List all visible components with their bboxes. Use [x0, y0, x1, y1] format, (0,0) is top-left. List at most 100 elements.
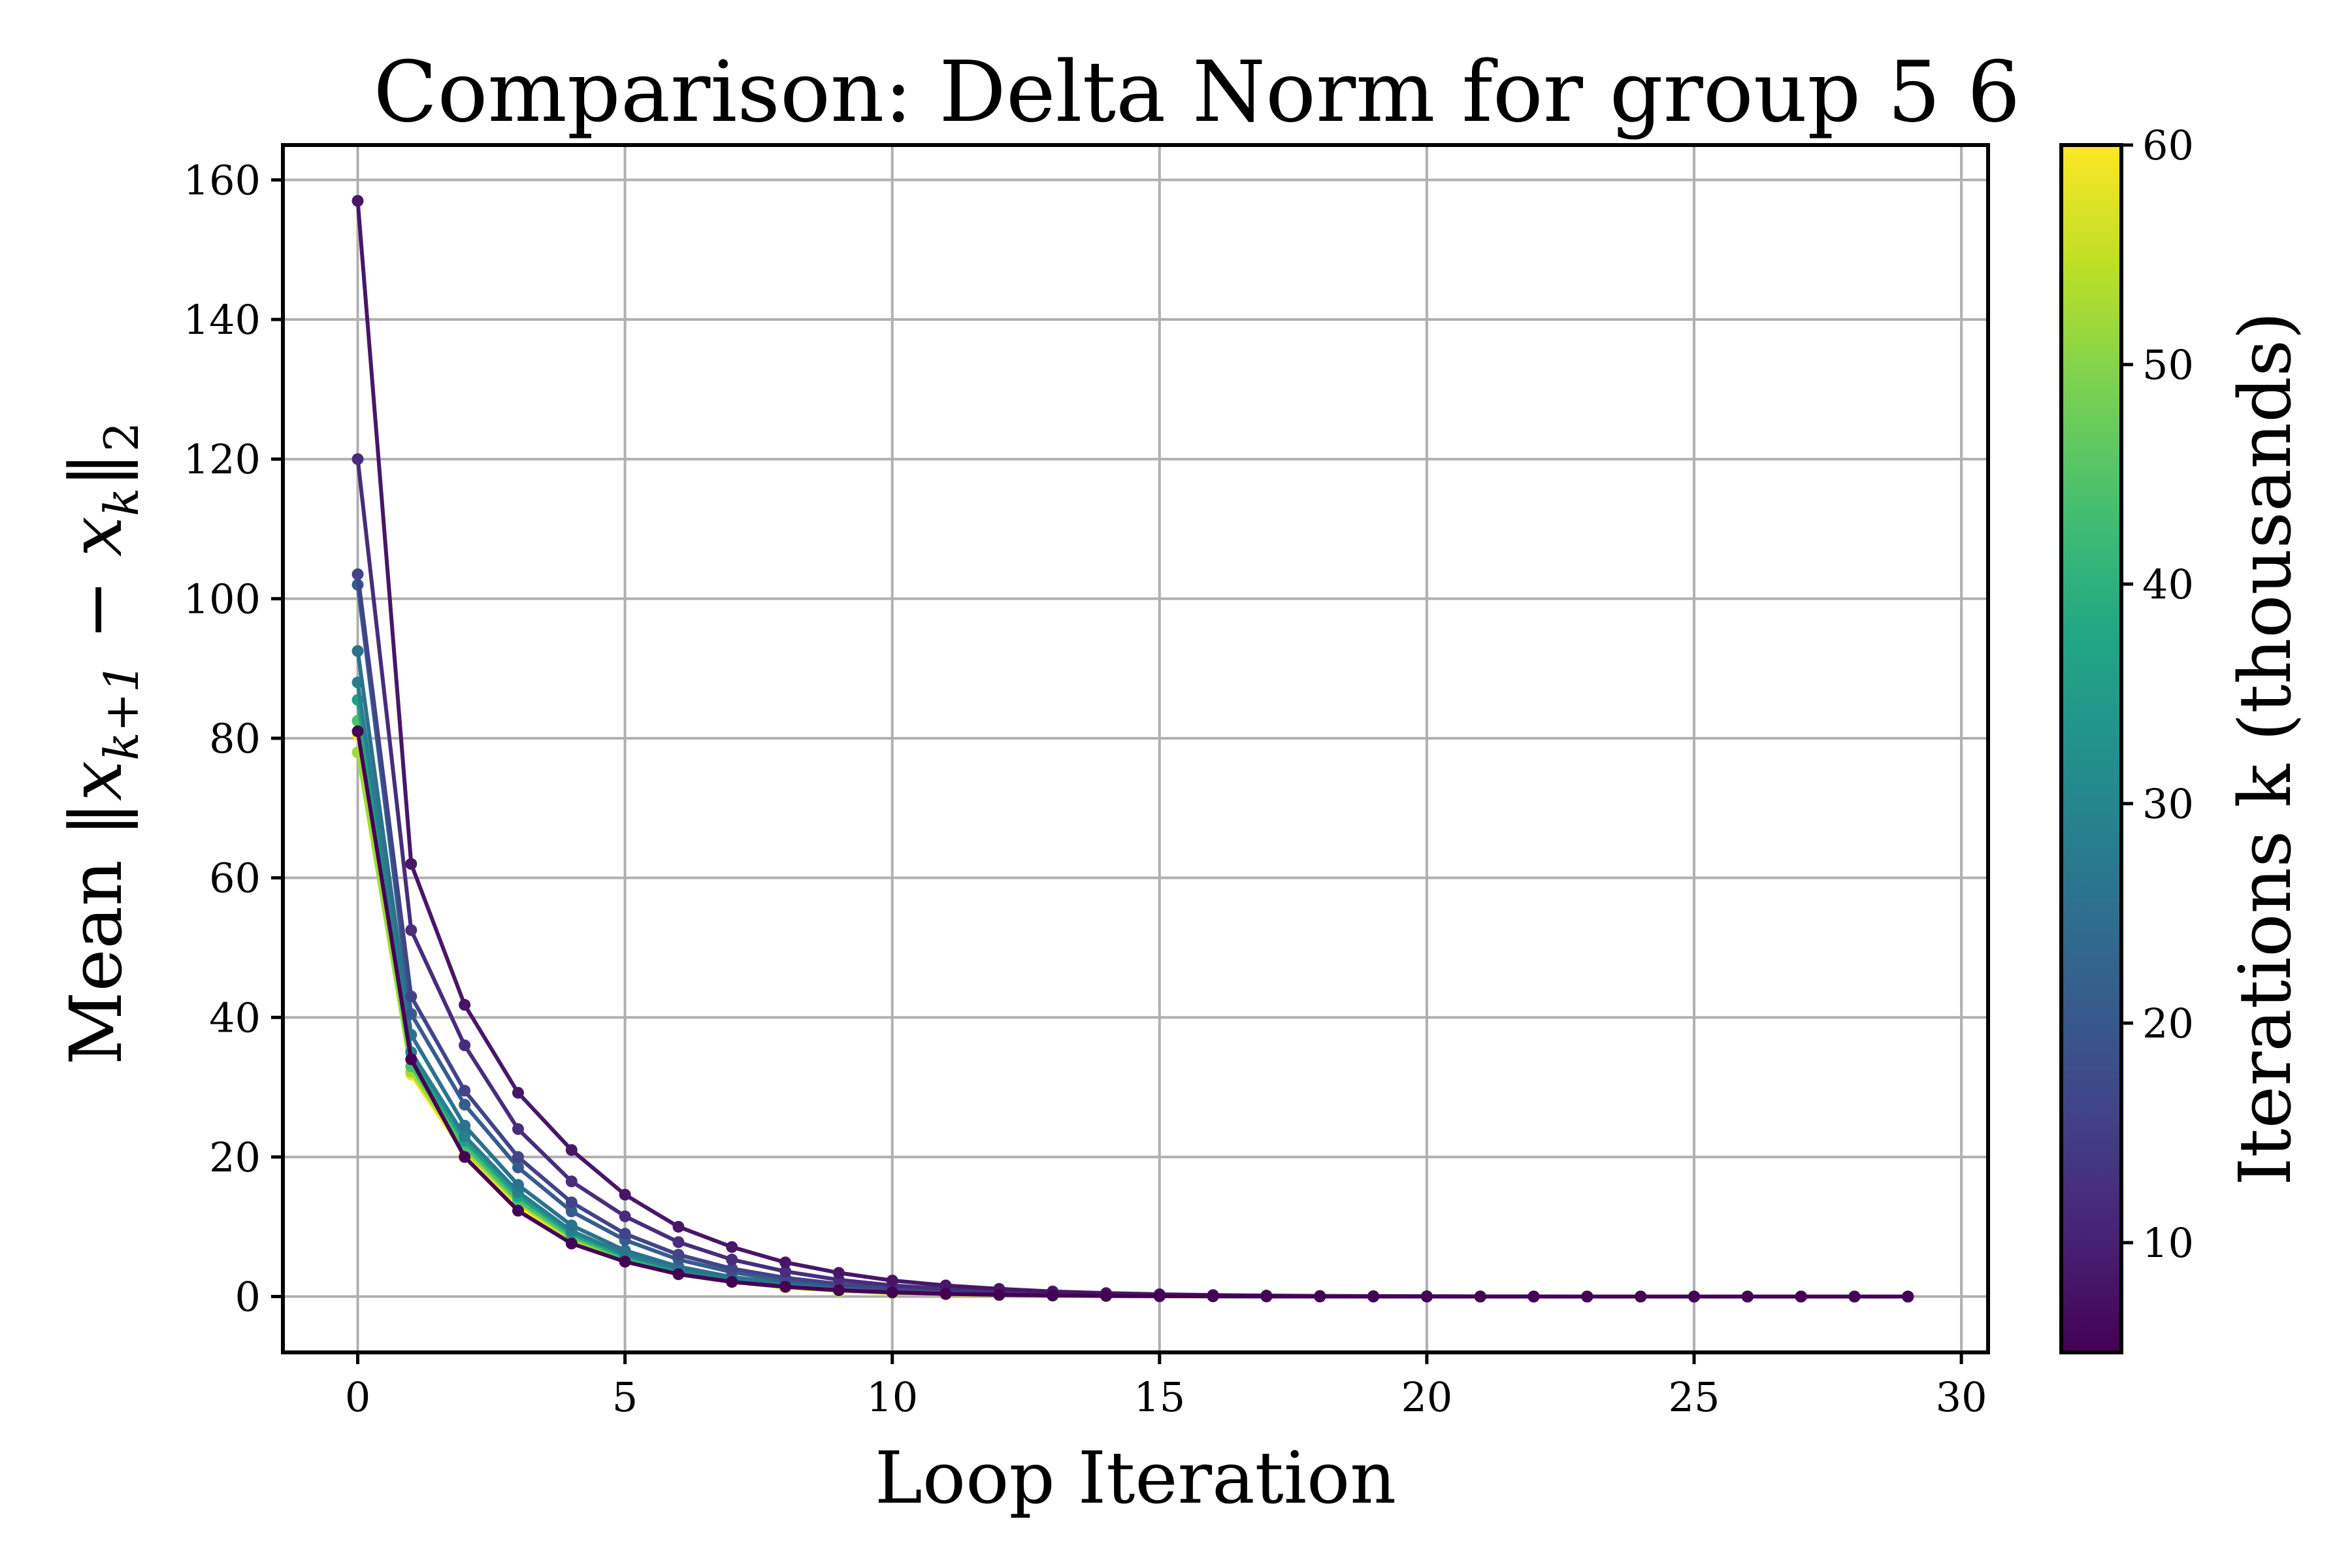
colorbar-tick-label: 50: [2142, 341, 2194, 389]
series-40: [351, 676, 1914, 1303]
data-point: [1207, 1290, 1219, 1303]
series-line: [355, 651, 1908, 1299]
plot-area-frame: [281, 143, 1990, 1354]
data-point: [1153, 1290, 1166, 1302]
data-point: [565, 1205, 578, 1218]
data-point: [886, 1286, 898, 1299]
x-tick-label: 20: [1401, 1373, 1452, 1421]
series-line: [355, 201, 1908, 1299]
data-point: [459, 1085, 471, 1097]
data-point: [619, 1245, 631, 1257]
data-point: [1635, 1290, 1647, 1303]
data-point: [779, 1266, 792, 1278]
data-point: [351, 453, 364, 465]
data-point: [512, 1161, 524, 1173]
y-axis-title-var1: x: [54, 760, 138, 801]
y-tick-label: 140: [184, 296, 261, 344]
x-tick-label: 15: [1134, 1373, 1185, 1421]
data-point: [726, 1241, 738, 1253]
series-line: [355, 720, 1908, 1299]
data-point: [351, 645, 364, 657]
data-point: [1848, 1290, 1861, 1303]
data-point: [1474, 1290, 1486, 1303]
data-point: [1420, 1290, 1433, 1303]
data-point: [565, 1196, 578, 1209]
series-7: [351, 195, 1914, 1303]
data-point: [672, 1249, 685, 1261]
data-point: [886, 1274, 898, 1286]
data-point: [459, 1151, 471, 1163]
colorbar-tick-label: 60: [2142, 122, 2194, 169]
data-point: [1260, 1290, 1273, 1303]
data-point: [672, 1220, 685, 1233]
y-axis-title: Mean ‖xk+1 − xk‖2: [54, 422, 149, 1066]
data-point: [459, 1130, 471, 1142]
y-axis-title-var2: x: [54, 516, 138, 557]
data-point: [1314, 1290, 1326, 1303]
data-point: [512, 1151, 524, 1163]
x-tick-label: 30: [1936, 1373, 1987, 1421]
data-point: [565, 1237, 578, 1250]
series-line: [355, 682, 1908, 1299]
y-tick-label: 40: [209, 994, 261, 1041]
series-line: [355, 699, 1908, 1299]
data-point: [832, 1267, 845, 1279]
series-line: [355, 730, 1908, 1299]
series-line: [355, 574, 1908, 1299]
chart-title: Comparison: Delta Norm for group 5 6: [374, 44, 2021, 141]
y-axis-title-minus: −: [54, 557, 138, 662]
data-point: [1795, 1290, 1807, 1303]
y-axis-title-close: ‖: [54, 452, 138, 488]
data-point: [565, 1175, 578, 1188]
data-point: [619, 1188, 631, 1201]
y-tick-label: 120: [184, 436, 261, 483]
colorbar-ticks: 10 20 30 40 50 60: [2121, 122, 2194, 1267]
grid-lines: [283, 145, 1988, 1352]
data-point: [1581, 1290, 1593, 1303]
series-50: [351, 715, 1914, 1303]
y-tick-label: 160: [184, 156, 261, 204]
data-point: [1688, 1290, 1700, 1303]
colorbar-tick-label: 10: [2142, 1219, 2194, 1267]
x-tick-label: 0: [345, 1373, 370, 1421]
y-tick-label: 100: [184, 575, 261, 623]
colorbar-tick-label: 30: [2142, 780, 2194, 828]
x-axis-title: Loop Iteration: [875, 1436, 1396, 1520]
y-tick-label: 60: [209, 855, 261, 902]
data-point: [459, 1098, 471, 1111]
x-axis-ticks: 0 5 10 15 20 25 30: [345, 1352, 1987, 1421]
series-5: [351, 725, 1914, 1303]
data-point: [405, 1053, 417, 1066]
data-point: [1100, 1290, 1112, 1302]
data-point: [405, 858, 417, 870]
y-axis-ticks: 0 20 40 60 80 100 120 140 160: [184, 156, 283, 1321]
series-60: [351, 728, 1914, 1303]
data-point: [1741, 1290, 1754, 1303]
data-point: [405, 924, 417, 936]
y-tick-label: 20: [209, 1134, 261, 1181]
colorbar-tick-label: 20: [2142, 1000, 2194, 1047]
data-point: [512, 1086, 524, 1099]
data-point: [619, 1256, 631, 1268]
x-tick-label: 10: [866, 1373, 918, 1421]
data-point: [672, 1268, 685, 1281]
data-point: [405, 990, 417, 1003]
data-point: [405, 1007, 417, 1020]
data-point: [565, 1144, 578, 1156]
series-lines: [351, 195, 1914, 1303]
x-tick-label: 25: [1669, 1373, 1720, 1421]
data-point: [939, 1279, 952, 1292]
data-point: [779, 1281, 792, 1293]
y-tick-label: 0: [235, 1273, 261, 1321]
colorbar-title: Iterations k (thousands): [2223, 312, 2307, 1186]
colorbar-frame: [2059, 143, 2123, 1354]
y-axis-title-sub3: 2: [94, 422, 149, 452]
y-axis-title-sub1: k+1: [94, 662, 149, 760]
data-point: [1047, 1289, 1059, 1301]
data-point: [832, 1284, 845, 1296]
data-point: [512, 1205, 524, 1217]
data-point: [672, 1236, 685, 1249]
data-point: [619, 1228, 631, 1240]
data-point: [459, 999, 471, 1011]
